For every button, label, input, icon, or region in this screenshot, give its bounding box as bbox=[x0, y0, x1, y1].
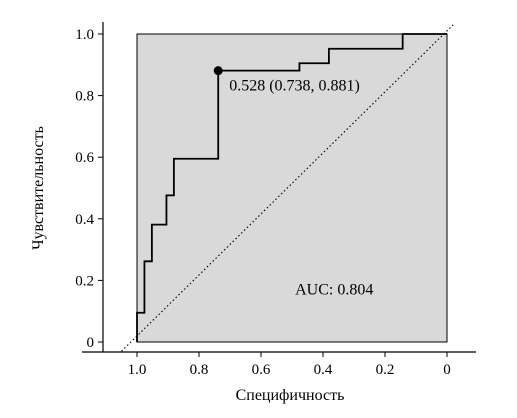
x-tick-label: 0.4 bbox=[314, 362, 333, 378]
plot-background-layer bbox=[136, 33, 448, 343]
x-tick-label: 1.0 bbox=[128, 362, 147, 378]
y-tick-label: 0.2 bbox=[75, 273, 94, 289]
y-tick-label: 0.8 bbox=[75, 89, 94, 105]
reference-diagonal bbox=[121, 24, 454, 352]
best-point-layer bbox=[213, 66, 223, 76]
x-tick-label: 0.2 bbox=[376, 362, 395, 378]
y-ticks: 0 0.2 0.4 0.6 0.8 1.0 bbox=[75, 27, 103, 351]
x-ticks: 1.0 0.8 0.6 0.4 0.2 0 bbox=[128, 352, 451, 378]
plot-region bbox=[136, 33, 448, 343]
y-axis-label: Чувствительность bbox=[30, 126, 47, 250]
y-tick-label: 0 bbox=[87, 335, 95, 351]
y-tick-label: 1.0 bbox=[75, 27, 94, 43]
y-tick-label: 0.4 bbox=[75, 212, 94, 228]
x-axis-label: Специфичность bbox=[236, 387, 345, 404]
x-tick-label: 0.8 bbox=[190, 362, 209, 378]
axes-layer bbox=[82, 22, 476, 353]
roc-curve bbox=[136, 33, 447, 342]
auc-label: AUC: 0.804 bbox=[295, 281, 373, 298]
y-tick-label: 0.6 bbox=[75, 150, 94, 166]
best-point-label: 0.528 (0.738, 0.881) bbox=[229, 78, 360, 95]
x-tick-label: 0.6 bbox=[252, 362, 271, 378]
reference-line-layer bbox=[121, 24, 454, 352]
series-layer bbox=[136, 33, 447, 342]
x-tick-label: 0 bbox=[443, 362, 451, 378]
best-threshold-point bbox=[213, 66, 223, 76]
